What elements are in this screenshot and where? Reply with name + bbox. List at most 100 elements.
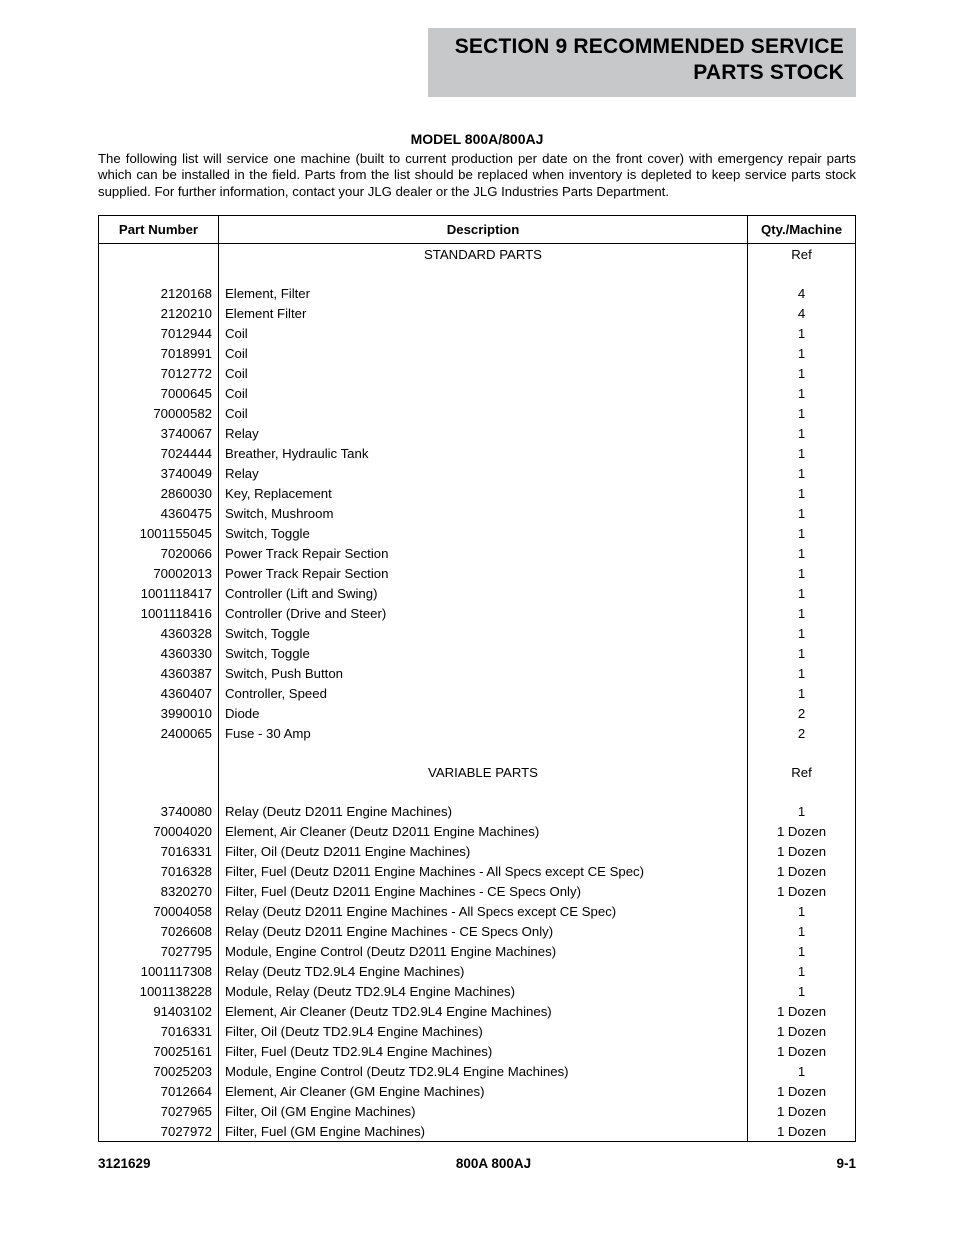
cell-qty: 2	[748, 703, 856, 723]
cell-desc: Coil	[219, 343, 748, 363]
cell-desc: Fuse - 30 Amp	[219, 723, 748, 743]
cell-part: 7016331	[99, 1021, 219, 1041]
cell-desc: Relay (Deutz D2011 Engine Machines)	[219, 801, 748, 821]
col-header-part: Part Number	[99, 216, 219, 244]
table-row: STANDARD PARTSRef	[99, 244, 856, 265]
cell-qty: 1 Dozen	[748, 1041, 856, 1061]
cell-part: 4360475	[99, 503, 219, 523]
cell-part: 7027965	[99, 1101, 219, 1121]
table-row: 7016328Filter, Fuel (Deutz D2011 Engine …	[99, 861, 856, 881]
cell-empty	[99, 743, 219, 762]
cell-qty: 1 Dozen	[748, 881, 856, 901]
cell-qty: 1	[748, 921, 856, 941]
cell-qty: 1	[748, 363, 856, 383]
cell-desc: Element, Air Cleaner (Deutz TD2.9L4 Engi…	[219, 1001, 748, 1021]
cell-qty: 1	[748, 901, 856, 921]
table-row: 70004020Element, Air Cleaner (Deutz D201…	[99, 821, 856, 841]
cell-desc: Element, Air Cleaner (GM Engine Machines…	[219, 1081, 748, 1101]
cell-desc: Filter, Fuel (Deutz D2011 Engine Machine…	[219, 881, 748, 901]
table-row: 1001118417Controller (Lift and Swing)1	[99, 583, 856, 603]
cell-desc: Coil	[219, 383, 748, 403]
cell-part: 2120210	[99, 303, 219, 323]
cell-desc: Relay	[219, 423, 748, 443]
cell-part: 7027972	[99, 1121, 219, 1142]
cell-qty: 4	[748, 283, 856, 303]
intro-paragraph: The following list will service one mach…	[98, 151, 856, 202]
table-row: 70025203Module, Engine Control (Deutz TD…	[99, 1061, 856, 1081]
cell-desc: Module, Relay (Deutz TD2.9L4 Engine Mach…	[219, 981, 748, 1001]
cell-desc: Filter, Fuel (GM Engine Machines)	[219, 1121, 748, 1142]
cell-desc: Element, Filter	[219, 283, 748, 303]
cell-desc: Coil	[219, 363, 748, 383]
table-row	[99, 782, 856, 801]
cell-part: 70025161	[99, 1041, 219, 1061]
cell-empty	[219, 264, 748, 283]
cell-part: 2860030	[99, 483, 219, 503]
table-row: 8320270Filter, Fuel (Deutz D2011 Engine …	[99, 881, 856, 901]
table-row: 3740067Relay1	[99, 423, 856, 443]
cell-part: 7016331	[99, 841, 219, 861]
col-header-desc: Description	[219, 216, 748, 244]
cell-empty	[748, 782, 856, 801]
table-row: 4360387Switch, Push Button1	[99, 663, 856, 683]
cell-empty	[219, 743, 748, 762]
cell-part: 4360330	[99, 643, 219, 663]
cell-desc: Relay	[219, 463, 748, 483]
cell-part: 7018991	[99, 343, 219, 363]
section-title-line1: SECTION 9 RECOMMENDED SERVICE	[455, 35, 844, 58]
cell-desc: Switch, Push Button	[219, 663, 748, 683]
cell-part: 1001118417	[99, 583, 219, 603]
cell-part: 3740049	[99, 463, 219, 483]
table-row: 7026608Relay (Deutz D2011 Engine Machine…	[99, 921, 856, 941]
table-row: 7024444Breather, Hydraulic Tank1	[99, 443, 856, 463]
model-line: MODEL 800A/800AJ	[98, 131, 856, 147]
cell-part: 7012772	[99, 363, 219, 383]
table-row: 7016331Filter, Oil (Deutz TD2.9L4 Engine…	[99, 1021, 856, 1041]
table-row: 7012772Coil1	[99, 363, 856, 383]
section-header-variable: VARIABLE PARTS	[219, 762, 748, 782]
cell-part: 70004058	[99, 901, 219, 921]
cell-empty	[99, 264, 219, 283]
cell-desc: Controller, Speed	[219, 683, 748, 703]
cell-part: 7020066	[99, 543, 219, 563]
cell-qty: 1	[748, 483, 856, 503]
cell-qty: 1	[748, 941, 856, 961]
cell-part: 8320270	[99, 881, 219, 901]
cell-qty: Ref	[748, 762, 856, 782]
cell-qty: 1	[748, 663, 856, 683]
cell-desc: Controller (Lift and Swing)	[219, 583, 748, 603]
cell-qty: 1 Dozen	[748, 1101, 856, 1121]
cell-qty: 1 Dozen	[748, 841, 856, 861]
cell-qty: 4	[748, 303, 856, 323]
cell-part: 4360328	[99, 623, 219, 643]
cell-part: 7026608	[99, 921, 219, 941]
table-row: 1001117308Relay (Deutz TD2.9L4 Engine Ma…	[99, 961, 856, 981]
table-row: 4360328Switch, Toggle1	[99, 623, 856, 643]
cell-qty: 1	[748, 981, 856, 1001]
table-row: 4360330Switch, Toggle1	[99, 643, 856, 663]
table-row: 2120168Element, Filter4	[99, 283, 856, 303]
table-row: 2400065Fuse - 30 Amp2	[99, 723, 856, 743]
cell-desc: Filter, Oil (Deutz D2011 Engine Machines…	[219, 841, 748, 861]
cell-part: 7012664	[99, 1081, 219, 1101]
section-header-standard: STANDARD PARTS	[219, 244, 748, 265]
cell-qty: 1	[748, 523, 856, 543]
cell-part: 3740080	[99, 801, 219, 821]
cell-desc: Relay (Deutz D2011 Engine Machines - All…	[219, 901, 748, 921]
cell-qty: 1	[748, 383, 856, 403]
table-row: 1001155045Switch, Toggle1	[99, 523, 856, 543]
cell-part: 70000582	[99, 403, 219, 423]
cell-empty	[219, 782, 748, 801]
cell-part: 7000645	[99, 383, 219, 403]
cell-desc: Switch, Toggle	[219, 623, 748, 643]
cell-desc: Coil	[219, 403, 748, 423]
cell-qty: 2	[748, 723, 856, 743]
cell-empty	[748, 264, 856, 283]
cell-desc: Switch, Toggle	[219, 523, 748, 543]
table-row: 70002013Power Track Repair Section1	[99, 563, 856, 583]
footer-center: 800A 800AJ	[456, 1156, 531, 1171]
table-row: 91403102Element, Air Cleaner (Deutz TD2.…	[99, 1001, 856, 1021]
cell-desc: Power Track Repair Section	[219, 543, 748, 563]
table-row: 7027972Filter, Fuel (GM Engine Machines)…	[99, 1121, 856, 1142]
cell-part: 70025203	[99, 1061, 219, 1081]
